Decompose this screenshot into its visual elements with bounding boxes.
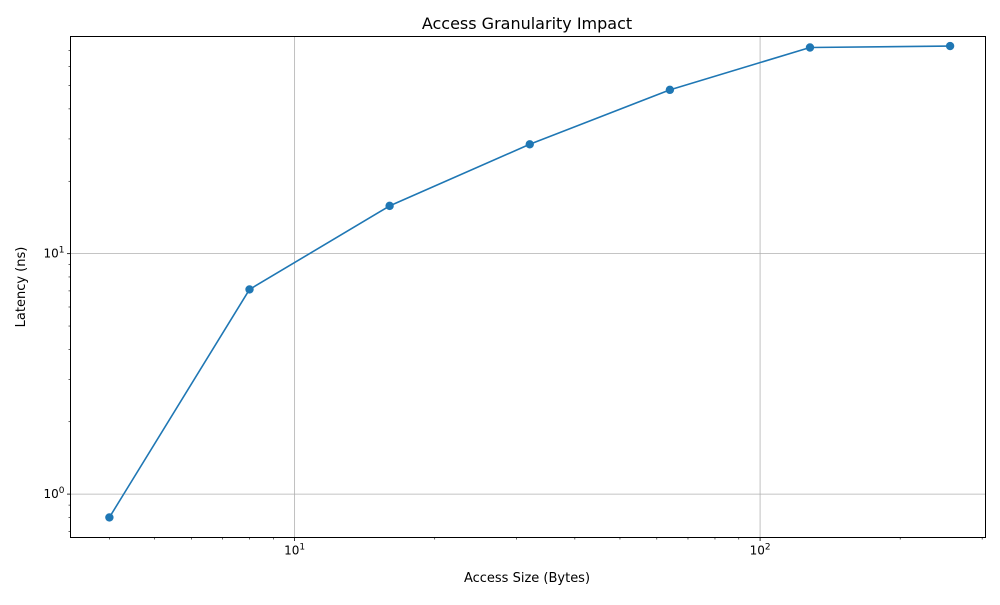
data-point: [525, 140, 534, 149]
grid-lines: [70, 36, 986, 538]
series-layer: [105, 41, 955, 522]
data-point: [385, 201, 394, 211]
data-point: [245, 285, 254, 294]
major-ticks: [67, 253, 761, 541]
data-point: [945, 41, 955, 51]
y-axis-label: Latency (ns): [14, 247, 29, 328]
data-point: [665, 85, 675, 95]
x-axis-label: Access Size (Bytes): [464, 571, 590, 586]
plot-area-frame: [70, 36, 986, 538]
data-point: [805, 43, 815, 52]
chart-title: Access Granularity Impact: [422, 14, 632, 33]
data-point: [105, 513, 114, 522]
